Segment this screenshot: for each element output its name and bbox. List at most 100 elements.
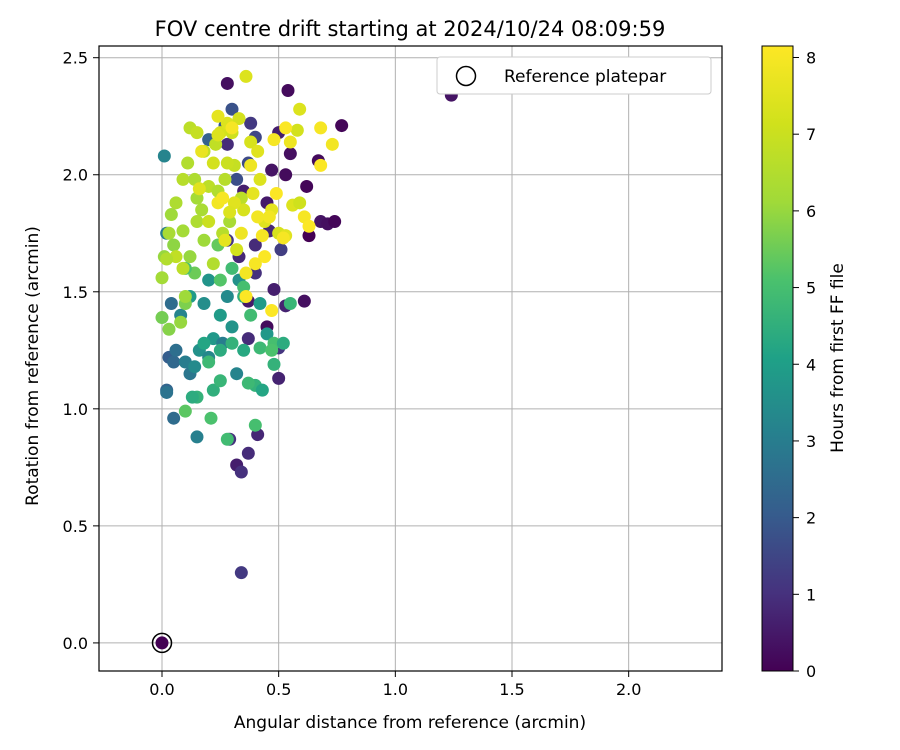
- scatter-point: [237, 343, 251, 357]
- plot-frame: [98, 45, 723, 672]
- scatter-point: [216, 191, 230, 205]
- scatter-point: [258, 250, 272, 264]
- scatter-point: [241, 446, 255, 460]
- scatter-point: [190, 215, 204, 229]
- colorbar-tick-label: 2: [806, 509, 816, 528]
- scatter-point: [253, 296, 267, 310]
- scatter-point: [281, 83, 295, 97]
- scatter-point: [206, 257, 220, 271]
- colorbar-tick-label: 7: [806, 125, 816, 144]
- legend-box: [436, 56, 712, 95]
- scatter-point: [276, 231, 290, 245]
- scatter-point: [248, 418, 262, 432]
- scatter-point: [293, 102, 307, 116]
- y-tick-label: 1.5: [63, 283, 88, 302]
- scatter-point: [190, 430, 204, 444]
- scatter-point: [274, 243, 288, 257]
- scatter-point: [244, 116, 258, 130]
- scatter-point: [283, 147, 297, 161]
- scatter-point: [237, 203, 251, 217]
- scatter-point: [302, 219, 316, 233]
- scatter-point: [160, 385, 174, 399]
- colorbar-tick-label: 4: [806, 355, 816, 374]
- scatter-point: [234, 226, 248, 240]
- scatter-point: [155, 271, 169, 285]
- scatter-point: [241, 332, 255, 346]
- y-tick-label: 0.0: [63, 634, 88, 653]
- legend-marker-icon: [455, 65, 477, 87]
- scatter-point: [302, 229, 316, 243]
- scatter-point: [244, 308, 258, 322]
- y-tick-label: 0.5: [63, 517, 88, 536]
- scatter-point: [335, 119, 349, 133]
- scatter-point: [300, 179, 314, 193]
- scatter-point: [185, 390, 199, 404]
- scatter-point: [253, 172, 267, 186]
- scatter-point: [176, 261, 190, 275]
- legend-label: Reference platepar: [504, 67, 666, 87]
- scatter-point: [276, 336, 290, 350]
- scatter-point: [190, 126, 204, 140]
- scatter-point: [220, 432, 234, 446]
- scatter-point: [162, 226, 176, 240]
- scatter-point: [328, 215, 342, 229]
- scatter-point: [220, 156, 234, 170]
- scatter-point: [204, 411, 218, 425]
- scatter-point: [248, 266, 262, 280]
- scatter-point: [225, 121, 239, 135]
- x-tick-label: 2.0: [616, 680, 641, 699]
- scatter-point: [260, 327, 274, 341]
- scatter-point: [272, 371, 286, 385]
- scatter-point: [167, 355, 181, 369]
- scatter-point: [167, 411, 181, 425]
- scatter-point: [234, 566, 248, 580]
- scatter-point: [265, 163, 279, 177]
- scatter-point: [251, 144, 265, 158]
- scatter-point: [265, 343, 279, 357]
- colorbar-tick-label: 8: [806, 49, 816, 68]
- scatter-point: [234, 465, 248, 479]
- x-axis-ticks: 0.0 0.5 1.0 1.5 2.0: [149, 671, 641, 699]
- scatter-point: [239, 266, 253, 280]
- scatter-point: [176, 172, 190, 186]
- scatter-point: [197, 296, 211, 310]
- scatter-point: [265, 304, 279, 318]
- x-tick-label: 0.5: [266, 680, 291, 699]
- scatter-point: [202, 355, 216, 369]
- scatter-point: [279, 121, 293, 135]
- scatter-point: [290, 123, 304, 137]
- scatter-point: [164, 208, 178, 222]
- scatter-point: [251, 210, 265, 224]
- scatter-point: [244, 135, 258, 149]
- scatter-point: [202, 273, 216, 287]
- scatter-point: [220, 289, 234, 303]
- scatter-point: [283, 296, 297, 310]
- scatter-point: [239, 69, 253, 83]
- scatter-point: [267, 133, 281, 147]
- scatter-point: [213, 343, 227, 357]
- scatter-point: [206, 383, 220, 397]
- scatter-point: [223, 215, 237, 229]
- y-tick-label: 1.0: [63, 400, 88, 419]
- colorbar-tick-label: 3: [806, 432, 816, 451]
- scatter-point: [206, 156, 220, 170]
- scatter-point: [225, 102, 239, 116]
- scatter-point: [218, 172, 232, 186]
- scatter-point: [230, 367, 244, 381]
- scatter-point: [325, 137, 339, 151]
- colorbar-label: Hours from first FF file: [828, 263, 848, 453]
- scatter-point: [178, 289, 192, 303]
- colorbar: [761, 45, 794, 672]
- scatter-point: [225, 336, 239, 350]
- scatter-point: [267, 357, 281, 371]
- grid-lines: [99, 46, 722, 671]
- scatter-point: [239, 289, 253, 303]
- reference-ring: [151, 632, 173, 654]
- scatter-point: [253, 341, 267, 355]
- scatter-point: [169, 196, 183, 210]
- chart-title: FOV centre drift starting at 2024/10/24 …: [155, 17, 666, 41]
- scatter-point: [279, 168, 293, 182]
- scatter-point: [248, 257, 262, 271]
- scatter-point: [248, 238, 262, 252]
